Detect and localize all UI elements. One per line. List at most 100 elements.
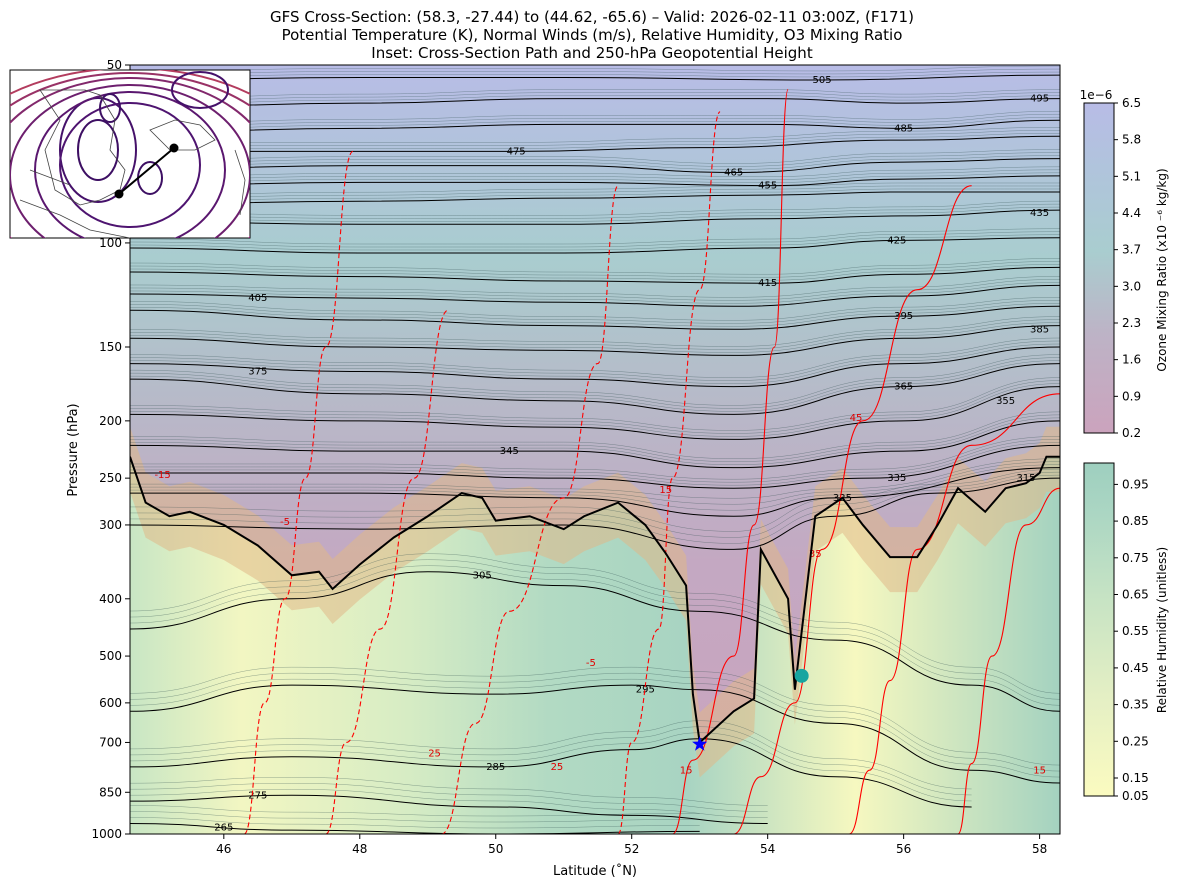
isentrope-minor <box>130 258 1060 275</box>
colorbar-tick-label: 0.25 <box>1122 734 1149 748</box>
isentrope-minor <box>130 303 1060 327</box>
wind-contour-label: 15 <box>659 485 672 496</box>
isentrope-label: 285 <box>486 762 505 773</box>
isentrope-455 <box>130 175 1060 187</box>
cross-section-path <box>118 147 175 195</box>
isentrope-425 <box>130 237 1060 254</box>
isentrope-minor <box>130 340 1060 381</box>
isentrope-minor <box>130 71 1060 78</box>
isentrope-minor <box>130 357 1060 409</box>
wind-contour-label: -5 <box>586 658 596 669</box>
colorbar-tick-label: 0.15 <box>1122 771 1149 785</box>
isentrope-475 <box>130 135 1060 152</box>
wind-contour <box>243 150 354 834</box>
isentrope-365 <box>130 363 1060 415</box>
isentrope-minor <box>130 380 1060 434</box>
isentrope-415 <box>130 266 1060 284</box>
isentrope-minor <box>130 343 1060 384</box>
isentrope-minor <box>130 264 1060 281</box>
isentrope-minor <box>130 559 1060 700</box>
x-tick-label: 48 <box>352 842 367 856</box>
isentrope-505 <box>130 74 1060 81</box>
isentrope-minor <box>130 464 1060 511</box>
x-tick-label: 58 <box>1032 842 1047 856</box>
isentrope-485 <box>130 119 1060 133</box>
isentrope-minor <box>130 789 768 818</box>
isentrope-label: 385 <box>1030 324 1049 335</box>
isentrope-minor <box>130 417 1060 465</box>
isentrope-minor <box>130 155 1060 170</box>
plot-frame <box>129 64 1061 835</box>
wind-contour-label: 15 <box>1033 765 1046 776</box>
isentrope-305 <box>130 571 1060 712</box>
y-tick-label: 250 <box>99 471 122 485</box>
isentrope-minor <box>130 276 1060 298</box>
isentrope-minor <box>130 565 1060 706</box>
rh-colorbar-label: Relative Humidity (unitless) <box>1155 547 1169 713</box>
isentrope-minor <box>130 234 1060 251</box>
isentrope-minor <box>130 442 1060 486</box>
isentrope-label: 425 <box>887 235 906 246</box>
x-tick-label: 46 <box>216 842 231 856</box>
x-tick-label: 52 <box>624 842 639 856</box>
rh-colorbar: 0.05 0.15 0.25 0.35 0.45 0.55 0.65 0.75 0.85 0.95… <box>1083 462 1169 803</box>
isentrope-label: 475 <box>507 146 526 157</box>
isentrope-label: 335 <box>887 473 906 484</box>
isentrope-325 <box>130 467 1060 517</box>
isentrope-minor <box>130 783 768 812</box>
y-tick-label: 100 <box>99 236 122 250</box>
isentrope-minor <box>130 89 1060 99</box>
isentrope-minor <box>130 149 1060 164</box>
isentrope-minor <box>130 282 1060 304</box>
x-tick-label: 56 <box>896 842 911 856</box>
isentrope-405 <box>130 284 1060 307</box>
isentrope-minor <box>130 811 700 823</box>
isentrope-label: 505 <box>813 75 832 86</box>
wind-contour-label: 15 <box>680 765 693 776</box>
isentrope-minor <box>130 436 1060 480</box>
isentrope-label: 455 <box>758 181 777 192</box>
wind-contours: -5 15 -15 15 25 35 45 25 -5 15 <box>154 88 1060 834</box>
wind-contour <box>848 393 1060 834</box>
isentrope-375 <box>130 346 1060 388</box>
title-line-3: Inset: Cross-Section Path and 250-hPa Ge… <box>371 44 813 62</box>
isentrope-minor <box>130 152 1060 167</box>
colorbar-tick-label: 0.75 <box>1122 551 1149 565</box>
colorbar-tick-label: 0.65 <box>1122 588 1149 602</box>
isentrope-minor <box>130 68 1060 75</box>
ozone-colorbar-offset: 1e−6 <box>1080 88 1113 102</box>
x-tick-label: 50 <box>488 842 503 856</box>
colorbar-tick-label: 0.35 <box>1122 698 1149 712</box>
isentrope-minor <box>130 337 1060 378</box>
wind-contour-label: -15 <box>154 470 170 481</box>
isentrope-285 <box>130 738 972 808</box>
humid-layer-fill <box>130 426 1060 778</box>
isentrope-minor <box>130 666 1060 766</box>
colorbar-tick-label: 2.3 <box>1122 316 1141 330</box>
isentrope-label: 365 <box>894 382 913 393</box>
y-tick-label: 200 <box>99 414 122 428</box>
isentrope-minor <box>130 414 1060 462</box>
colorbar-tick-label: 5.1 <box>1122 169 1141 183</box>
y-tick-label: 50 <box>107 58 122 72</box>
isentrope-label: 405 <box>248 293 267 304</box>
isentrope-label: 495 <box>1030 94 1049 105</box>
isentrope-label: 395 <box>894 311 913 322</box>
y-tick-label: 700 <box>99 735 122 749</box>
colorbar-tick-label: 0.85 <box>1122 514 1149 528</box>
isentrope-label: 305 <box>473 570 492 581</box>
colorbar-tick-label: 0.2 <box>1122 426 1141 440</box>
geopotential-height-contours <box>10 70 250 238</box>
isentrope-465 <box>130 158 1060 173</box>
isentrope-minor <box>130 231 1060 248</box>
isentrope-minor <box>130 777 768 806</box>
isentrope-label: 355 <box>996 396 1015 407</box>
isentrope-minor <box>130 206 1060 222</box>
colorbar-tick-label: 4.4 <box>1122 206 1141 220</box>
isentrope-315 <box>130 477 1060 550</box>
isentrope-445 <box>130 191 1060 205</box>
star-marker <box>692 736 708 751</box>
isentrope-minor <box>130 114 1060 127</box>
